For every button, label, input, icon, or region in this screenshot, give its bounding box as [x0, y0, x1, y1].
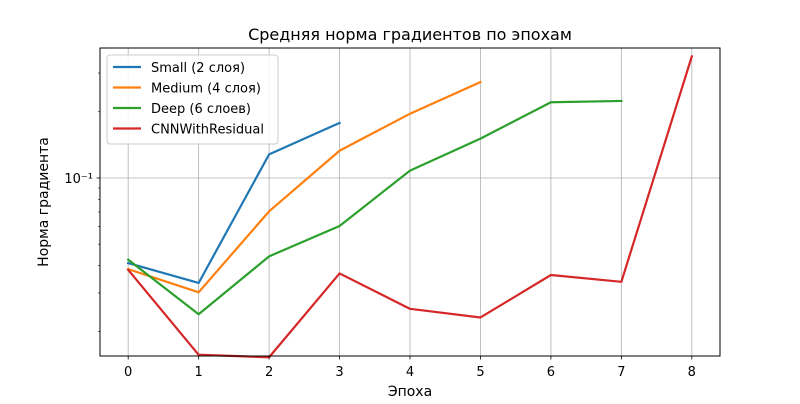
series-line-2	[126, 80, 482, 294]
legend: Small (2 слоя) Medium (4 слоя) Deep (6 сло…	[106, 54, 279, 145]
chart-title: Средняя норма градиентов по эпохам	[248, 25, 572, 44]
legend-label: Small (2 слоя)	[151, 61, 245, 76]
x-tick-label: 2	[265, 365, 273, 380]
x-tick-label: 7	[617, 365, 625, 380]
x-tick-label: 4	[406, 365, 414, 380]
x-tick-label: 5	[476, 365, 484, 380]
legend-label: CNNWithResidual	[151, 123, 264, 138]
legend-label: Deep (6 слоев)	[151, 102, 251, 117]
x-tick-label: 8	[688, 365, 696, 380]
x-tick-label: 1	[194, 365, 202, 380]
y-tick-label: 10⁻¹	[64, 172, 93, 187]
y-axis-label: Норма градиента	[36, 137, 52, 267]
legend-label: Medium (4 слоя)	[151, 82, 261, 97]
series-line-1	[126, 121, 342, 285]
x-axis-label: Эпоха	[388, 384, 432, 400]
legend-items: Small (2 слоя) Medium (4 слоя) Deep (6 сло…	[113, 61, 264, 138]
axis-ticks: 0 1 2 3 4 5 6 7 8 10⁻¹	[64, 72, 696, 380]
series-line-3	[126, 99, 623, 316]
x-tick-label: 6	[547, 365, 555, 380]
x-tick-label: 3	[335, 365, 343, 380]
legend-box	[106, 54, 279, 145]
x-tick-label: 0	[124, 365, 132, 380]
